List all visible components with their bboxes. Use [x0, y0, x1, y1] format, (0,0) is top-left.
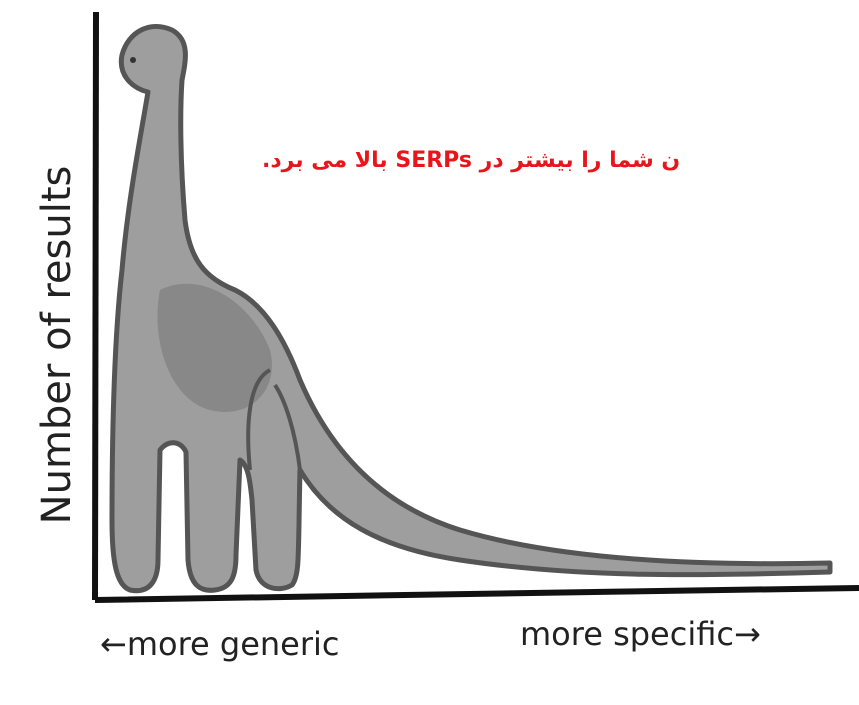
overlay-text-span: ن شما را بیشتر در SERPs بالا می برد. — [262, 148, 680, 173]
x-axis-label-left: ←more generic — [100, 625, 339, 663]
y-axis-label: Number of results — [34, 166, 80, 525]
dinosaur-eye — [130, 57, 136, 63]
overlay-text: ن شما را بیشتر در SERPs بالا می برد. — [262, 148, 680, 173]
x-axis-label-right: more specific→ — [520, 615, 761, 653]
page: Number of results ←more generic more spe… — [0, 0, 859, 705]
y-axis — [95, 12, 96, 600]
illustration: Number of results ←more generic more spe… — [0, 0, 859, 705]
